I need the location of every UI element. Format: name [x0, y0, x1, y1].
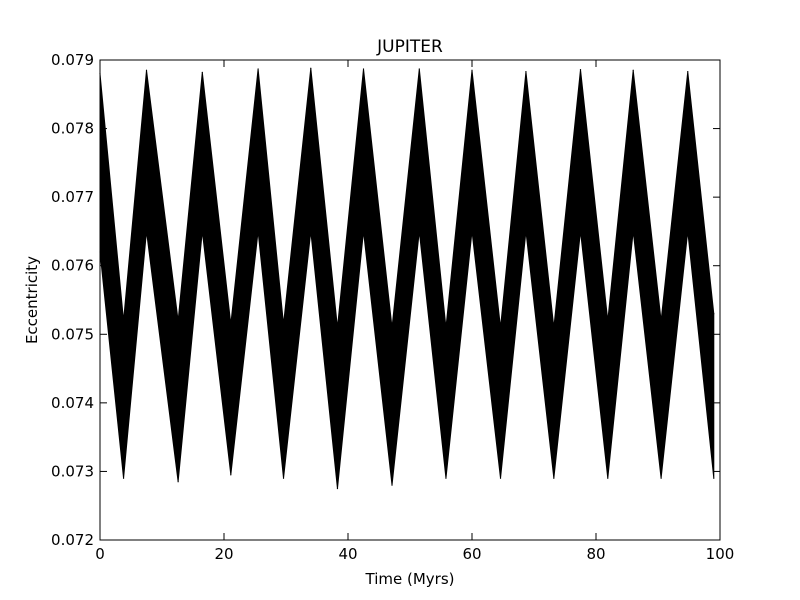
- data-point-upper: [177, 319, 179, 322]
- data-point-upper: [282, 323, 285, 325]
- data-point-upper: [525, 71, 527, 73]
- data-point-upper: [607, 319, 609, 322]
- y-tick-label: 0.072: [51, 531, 94, 549]
- data-point-upper: [687, 71, 689, 73]
- x-tick-label: 60: [462, 545, 481, 563]
- data-point-lower: [579, 230, 582, 233]
- data-point-upper: [579, 69, 582, 71]
- chart-title: JUPITER: [376, 37, 443, 57]
- y-tick-label: 0.076: [51, 257, 94, 275]
- y-tick-label: 0.077: [51, 188, 94, 206]
- x-tick-label: 80: [586, 545, 605, 563]
- x-tick-label: 100: [706, 545, 735, 563]
- data-point-upper: [362, 68, 365, 70]
- data-point-upper: [391, 326, 393, 329]
- data-point-lower: [145, 230, 148, 233]
- y-tick-label: 0.078: [51, 120, 94, 138]
- y-tick-label: 0.074: [51, 394, 94, 412]
- data-point-lower: [471, 230, 473, 233]
- axis-ticks: 0 20 40 60 80 100 0.072 0.073 0.074 0.075 0.076 0.0…: [51, 51, 734, 563]
- x-tick-label: 40: [338, 545, 357, 563]
- x-tick-label: 0: [95, 545, 105, 563]
- data-point-upper: [201, 71, 203, 73]
- data-point-upper: [445, 326, 447, 329]
- data-point-lower: [336, 487, 339, 490]
- y-tick-label: 0.075: [51, 325, 94, 343]
- y-tick-label: 0.079: [51, 51, 94, 69]
- data-point-upper: [499, 326, 502, 329]
- data-point-upper: [713, 313, 715, 315]
- data-point-upper: [632, 69, 634, 71]
- data-point-lower: [687, 230, 689, 233]
- data-point-lower: [525, 230, 527, 233]
- y-tick-label: 0.073: [51, 462, 94, 480]
- data-point-upper: [418, 68, 420, 70]
- data-point-upper: [471, 69, 473, 71]
- data-point-upper: [230, 323, 232, 325]
- data-point-upper: [122, 319, 125, 322]
- data-point-lower: [445, 477, 447, 479]
- data-point-lower: [660, 477, 662, 479]
- plot-area: [99, 67, 715, 490]
- data-point-lower: [553, 477, 555, 479]
- data-point-lower: [607, 477, 609, 479]
- y-axis-label: Eccentricity: [23, 256, 41, 344]
- x-axis-label: Time (Myrs): [365, 570, 455, 588]
- data-point-lower: [391, 484, 393, 486]
- data-point-lower: [310, 230, 312, 233]
- data-point-lower: [499, 477, 502, 479]
- data-point-lower: [230, 474, 232, 476]
- plot-frame: [99, 59, 721, 541]
- data-point-lower: [632, 230, 634, 233]
- x-tick-label: 20: [214, 545, 233, 563]
- data-point-lower: [713, 477, 715, 479]
- data-point-lower: [201, 230, 203, 233]
- data-point-upper: [553, 326, 555, 329]
- data-point-lower: [418, 230, 420, 233]
- data-point-lower: [177, 481, 179, 483]
- data-point-lower: [257, 230, 259, 233]
- data-point-upper: [257, 68, 259, 70]
- data-point-upper: [310, 67, 312, 69]
- data-point-upper: [145, 69, 148, 71]
- data-point-upper: [336, 326, 339, 329]
- data-point-lower: [362, 230, 365, 233]
- data-point-lower: [282, 477, 285, 479]
- data-point-lower: [122, 477, 125, 479]
- data-point-upper: [660, 319, 662, 322]
- series-band-0: [99, 68, 715, 489]
